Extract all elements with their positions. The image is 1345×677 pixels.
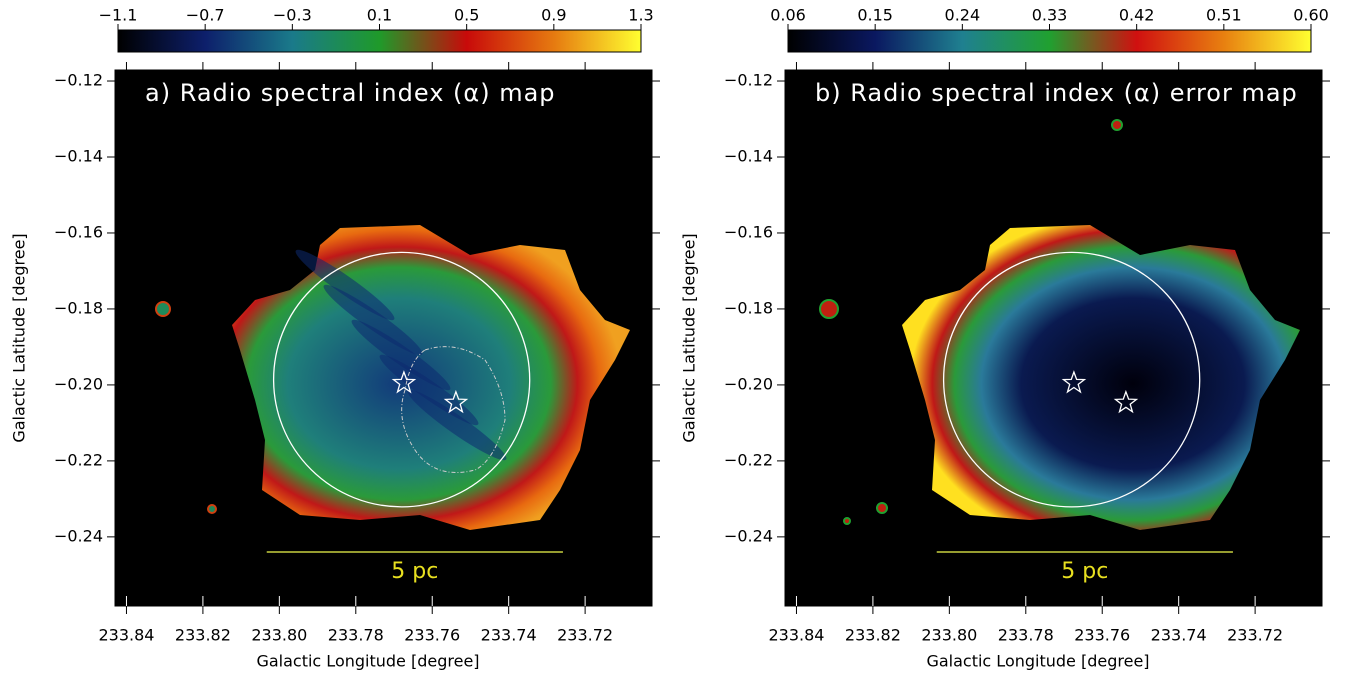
- x-tick-label: 233.72: [1227, 626, 1283, 645]
- colorbar-tick-label: 0.9: [541, 6, 566, 25]
- colorbar: [117, 29, 642, 53]
- star-marker: [443, 389, 469, 414]
- y-axis-label: Galactic Latitude [degree]: [680, 233, 699, 442]
- y-tick-label: −0.18: [54, 298, 103, 317]
- y-tick-label: −0.12: [54, 71, 103, 90]
- y-tick-label: −0.18: [724, 298, 773, 317]
- region-circle: [272, 251, 531, 508]
- point-source: [1111, 119, 1123, 131]
- colorbar-tick-label: 0.1: [367, 6, 392, 25]
- panel: 5 pc b) Radio spectral index (α) error ma…: [680, 6, 1330, 671]
- nebula-texture: [323, 284, 423, 356]
- y-tick-label: −0.16: [54, 222, 103, 241]
- y-tick-label: −0.14: [724, 146, 773, 165]
- x-tick-label: 233.80: [921, 626, 977, 645]
- frame: [784, 69, 1323, 607]
- panel-title: b) Radio spectral index (α) error map: [815, 79, 1298, 107]
- x-tick-label: 233.74: [481, 626, 537, 645]
- star-marker: [1113, 389, 1139, 414]
- y-tick-label: −0.20: [724, 374, 773, 393]
- y-tick-label: −0.24: [724, 526, 773, 545]
- point-source: [843, 517, 851, 525]
- y-tick-label: −0.22: [54, 450, 103, 469]
- y-tick-label: −0.14: [54, 146, 103, 165]
- nebula-texture: [295, 249, 395, 321]
- colorbar-tick-label: 0.5: [454, 6, 479, 25]
- frame: [114, 69, 653, 607]
- star-marker: [391, 370, 417, 394]
- x-tick-label: 233.74: [1151, 626, 1207, 645]
- colorbar-tick-label: 1.3: [628, 6, 653, 25]
- contour: [401, 346, 506, 473]
- y-axis-label: Galactic Latitude [degree]: [10, 233, 29, 442]
- colorbar-tick-label: 0.33: [1032, 6, 1068, 25]
- x-tick-label: 233.84: [98, 626, 154, 645]
- colorbar-tick-label: −0.7: [186, 6, 225, 25]
- colorbar-tick-label: 0.15: [857, 6, 893, 25]
- x-tick-label: 233.72: [557, 626, 613, 645]
- point-source: [207, 504, 217, 514]
- x-tick-label: 233.82: [845, 626, 901, 645]
- colorbar-tick-label: 0.51: [1206, 6, 1242, 25]
- y-tick-label: −0.24: [54, 526, 103, 545]
- x-tick-label: 233.84: [768, 626, 824, 645]
- point-source: [819, 299, 839, 319]
- colorbar-tick-label: 0.42: [1119, 6, 1155, 25]
- scale-bar-label: 5 pc: [391, 559, 438, 584]
- scale-bar-label: 5 pc: [1061, 559, 1108, 584]
- nebula-texture: [407, 389, 507, 461]
- colorbar-tick-label: −1.1: [99, 6, 138, 25]
- colorbar-tick-label: 0.60: [1293, 6, 1329, 25]
- colorbar: [787, 29, 1312, 53]
- nebula: [902, 225, 1300, 530]
- region-circle: [942, 251, 1201, 508]
- point-source: [876, 502, 888, 514]
- point-source: [155, 301, 171, 317]
- x-axis-label: Galactic Longitude [degree]: [926, 652, 1149, 671]
- y-tick-label: −0.22: [724, 450, 773, 469]
- colorbar-tick-label: 0.24: [945, 6, 981, 25]
- colorbar-tick-label: 0.06: [770, 6, 806, 25]
- x-tick-label: 233.78: [998, 626, 1054, 645]
- x-axis-label: Galactic Longitude [degree]: [256, 652, 479, 671]
- panel: 5 pc a) Radio spectral index (α) map 233.8…: [10, 6, 660, 671]
- panel-title: a) Radio spectral index (α) map: [145, 79, 556, 107]
- x-tick-label: 233.76: [404, 626, 460, 645]
- x-tick-label: 233.78: [328, 626, 384, 645]
- colorbar-tick-label: −0.3: [273, 6, 312, 25]
- x-tick-label: 233.80: [251, 626, 307, 645]
- nebula-texture: [351, 319, 451, 391]
- x-tick-label: 233.76: [1074, 626, 1130, 645]
- star-marker: [1061, 370, 1087, 394]
- y-tick-label: −0.20: [54, 374, 103, 393]
- x-tick-label: 233.82: [175, 626, 231, 645]
- y-tick-label: −0.16: [724, 222, 773, 241]
- y-tick-label: −0.12: [724, 71, 773, 90]
